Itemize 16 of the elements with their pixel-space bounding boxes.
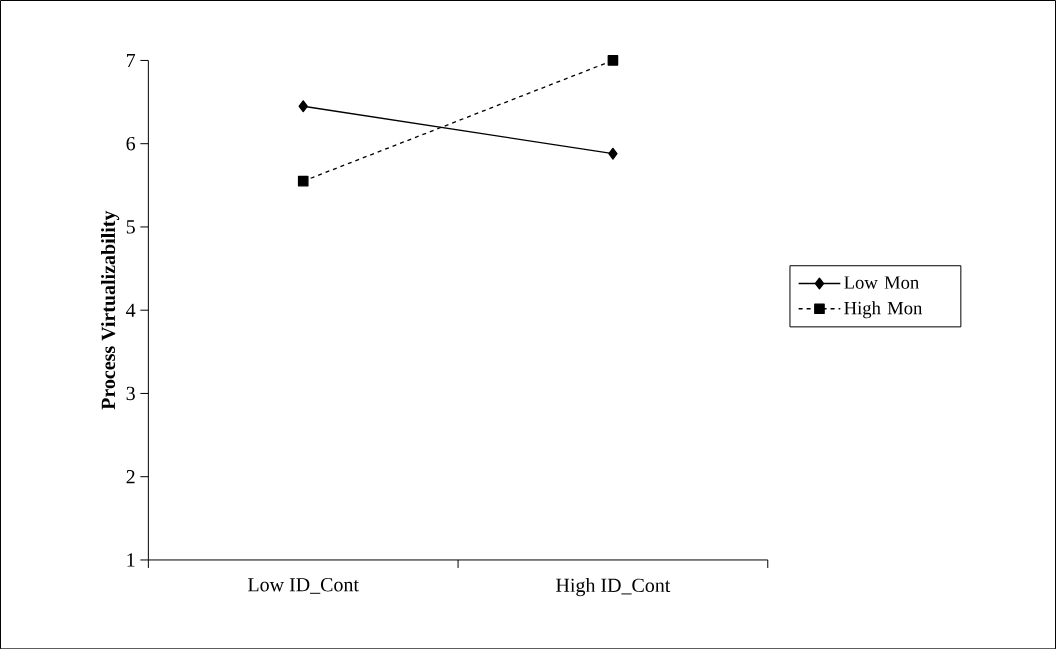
- y-tick-label: 6: [126, 136, 136, 151]
- point: [297, 175, 309, 187]
- y-tick-label: 5: [126, 220, 135, 234]
- x-tick-label: Low ID_Cont: [248, 577, 359, 594]
- y-tick-label: 7: [126, 53, 136, 67]
- y-tick-label: 3: [126, 386, 135, 400]
- y-axis-title: Process Virtualizability: [101, 210, 120, 410]
- legend-label: Low Mon: [844, 276, 919, 289]
- y-tick-label: 1: [127, 553, 135, 567]
- y-tick-label: 2: [126, 469, 135, 484]
- point: [607, 54, 619, 66]
- point: [298, 100, 308, 113]
- point: [608, 147, 618, 160]
- legend-label: High Mon: [844, 301, 923, 319]
- y-tick-label: 4: [126, 303, 136, 317]
- x-tick-label: High ID_Cont: [556, 577, 671, 596]
